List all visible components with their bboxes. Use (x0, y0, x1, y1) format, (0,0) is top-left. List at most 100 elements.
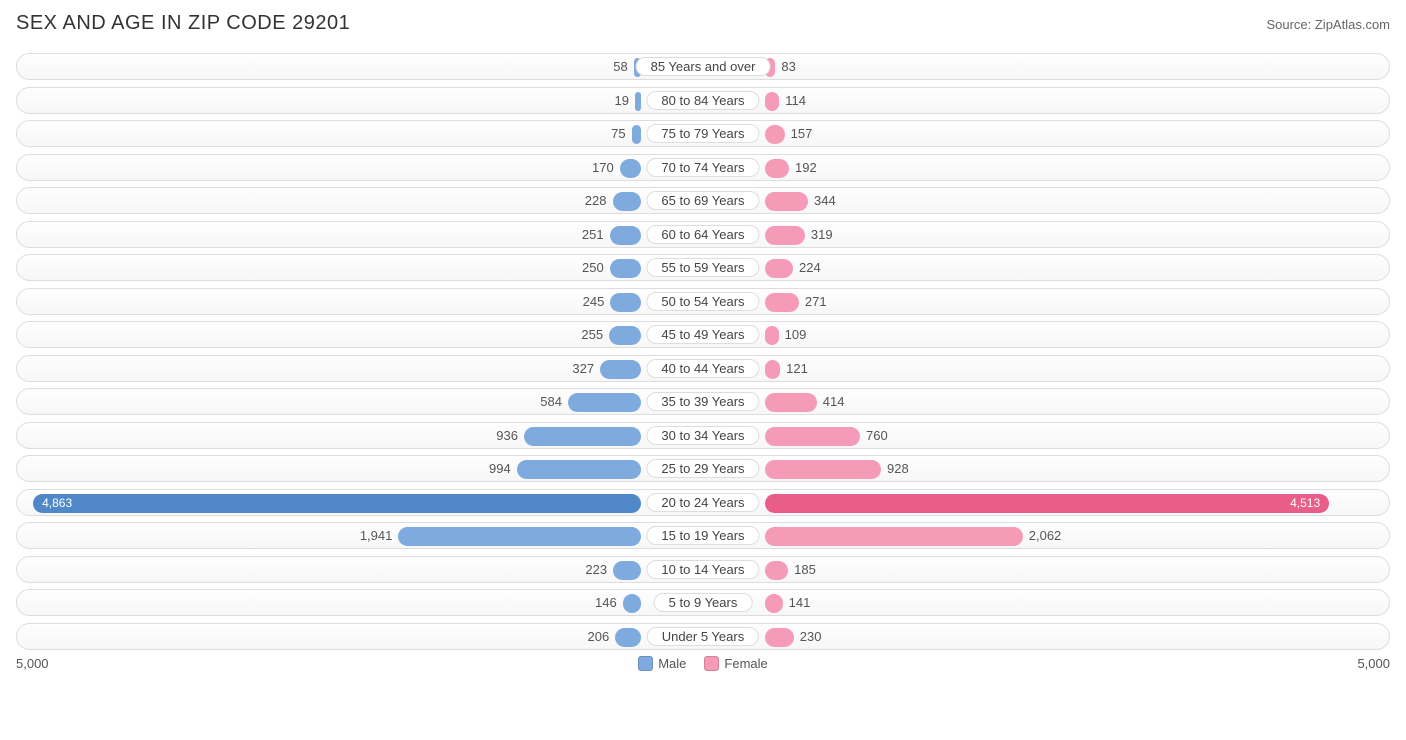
female-swatch-icon (704, 656, 719, 671)
female-bar (765, 192, 808, 211)
male-value: 255 (581, 327, 603, 342)
age-label: 30 to 34 Years (646, 426, 759, 445)
female-value: 224 (799, 260, 821, 275)
female-bar (765, 460, 881, 479)
male-value: 250 (582, 260, 604, 275)
pyramid-row: 10 to 14 Years 223 185 (16, 556, 1390, 583)
pyramid-row: 60 to 64 Years251319 (16, 221, 1390, 248)
female-value: 83 (781, 59, 795, 74)
female-value: 185 (794, 562, 816, 577)
chart-footer: 5,000 Male Female 5,000 (16, 656, 1390, 671)
male-bar (623, 594, 641, 613)
female-bar (765, 159, 789, 178)
male-value: 245 (583, 294, 605, 309)
age-label: 40 to 44 Years (646, 359, 759, 378)
male-value: 223 (585, 562, 607, 577)
female-value: 2,062 (1029, 528, 1062, 543)
female-value: 319 (811, 227, 833, 242)
age-label: 50 to 54 Years (646, 292, 759, 311)
pyramid-row: 75 to 79 Years75157 (16, 120, 1390, 147)
pyramid-row: 25 to 29 Years 994 928 (16, 455, 1390, 482)
legend: Male Female (638, 656, 768, 671)
pyramid-row: 35 to 39 Years584414 (16, 388, 1390, 415)
male-bar (613, 192, 642, 211)
population-pyramid: 85 Years and over588380 to 84 Years19114… (16, 53, 1390, 650)
female-bar (765, 527, 1023, 546)
age-label: Under 5 Years (647, 627, 759, 646)
male-bar (600, 360, 641, 379)
male-value: 75 (611, 126, 625, 141)
pyramid-row: 85 Years and over 58 83 (16, 53, 1390, 80)
male-value: 228 (585, 193, 607, 208)
male-value: 327 (572, 361, 594, 376)
male-bar (613, 561, 641, 580)
chart-title: SEX AND AGE IN ZIP CODE 29201 (16, 12, 350, 35)
pyramid-row: 45 to 49 Years 255 109 (16, 321, 1390, 348)
age-label: 85 Years and over (636, 57, 771, 76)
female-value: 141 (789, 595, 811, 610)
male-value: 251 (582, 227, 604, 242)
female-bar (765, 125, 785, 144)
age-label: 65 to 69 Years (646, 191, 759, 210)
male-value: 170 (592, 160, 614, 175)
male-value: 936 (496, 428, 518, 443)
age-label: 75 to 79 Years (646, 124, 759, 143)
female-bar (765, 561, 788, 580)
female-value: 230 (800, 629, 822, 644)
age-label: 80 to 84 Years (646, 91, 759, 110)
female-bar (765, 326, 779, 345)
female-bar (765, 259, 793, 278)
age-label: 25 to 29 Years (646, 459, 759, 478)
male-bar (517, 460, 641, 479)
male-bar (609, 326, 641, 345)
female-bar (765, 594, 783, 613)
pyramid-row: 20 to 24 Years 4,863 4,513 (16, 489, 1390, 516)
age-label: 10 to 14 Years (646, 560, 759, 579)
male-bar (524, 427, 641, 446)
pyramid-row: 50 to 54 Years 245 271 (16, 288, 1390, 315)
axis-right-max: 5,000 (1357, 656, 1390, 671)
female-value: 928 (887, 461, 909, 476)
legend-female: Female (704, 656, 767, 671)
legend-male: Male (638, 656, 686, 671)
female-value: 4,513 (1290, 496, 1320, 510)
chart-source: Source: ZipAtlas.com (1266, 17, 1390, 32)
female-value: 121 (786, 361, 808, 376)
male-bar (610, 226, 641, 245)
pyramid-row: 80 to 84 Years19114 (16, 87, 1390, 114)
legend-female-label: Female (724, 656, 767, 671)
age-label: 45 to 49 Years (646, 325, 759, 344)
pyramid-row: 70 to 74 Years 170 192 (16, 154, 1390, 181)
female-value: 109 (785, 327, 807, 342)
male-bar (610, 259, 641, 278)
female-bar (765, 226, 805, 245)
age-label: 70 to 74 Years (646, 158, 759, 177)
male-bar (568, 393, 641, 412)
male-value: 19 (615, 93, 629, 108)
male-value: 4,863 (42, 496, 72, 510)
pyramid-row: 65 to 69 Years228344 (16, 187, 1390, 214)
pyramid-row: 40 to 44 Years 327 121 (16, 355, 1390, 382)
female-bar (765, 393, 817, 412)
pyramid-row: 55 to 59 Years250224 (16, 254, 1390, 281)
male-swatch-icon (638, 656, 653, 671)
legend-male-label: Male (658, 656, 686, 671)
male-bar (615, 628, 641, 647)
female-value: 271 (805, 294, 827, 309)
male-bar (398, 527, 641, 546)
age-label: 35 to 39 Years (646, 392, 759, 411)
pyramid-row: Under 5 Years206230 (16, 623, 1390, 650)
male-bar (620, 159, 641, 178)
age-label: 20 to 24 Years (646, 493, 759, 512)
female-bar (765, 360, 780, 379)
male-value: 1,941 (360, 528, 393, 543)
male-bar (33, 494, 641, 513)
age-label: 15 to 19 Years (646, 526, 759, 545)
axis-left-max: 5,000 (16, 656, 49, 671)
age-label: 5 to 9 Years (654, 593, 753, 612)
male-bar (610, 293, 641, 312)
male-bar (632, 125, 641, 144)
female-value: 192 (795, 160, 817, 175)
male-value: 58 (613, 59, 627, 74)
male-value: 994 (489, 461, 511, 476)
